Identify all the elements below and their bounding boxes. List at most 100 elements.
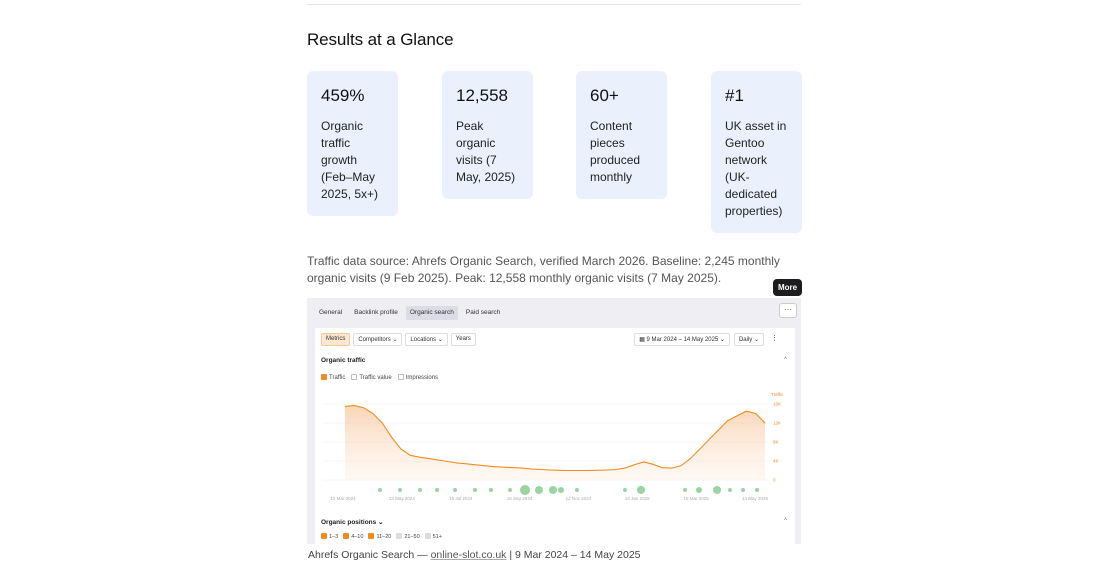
tab-organic-search[interactable]: Organic search xyxy=(405,306,458,320)
position-dot xyxy=(473,488,477,492)
organic-traffic-title: Organic traffic xyxy=(321,357,366,364)
traffic-chart: 16K 12K 8K 4K 0 Traffic 12 Mar 2024 13 May 2024… xyxy=(323,392,784,501)
checkbox-icon xyxy=(321,533,327,539)
position-dot xyxy=(418,488,422,492)
section-heading: Results at a Glance xyxy=(307,30,454,49)
organic-panel: Metrics Competitors ⌄ Locations ⌄ Years … xyxy=(315,328,795,544)
position-4-10[interactable]: 4–10 xyxy=(343,533,363,540)
position-dot xyxy=(508,488,512,492)
stat-value: 60+ xyxy=(590,86,619,105)
position-dot xyxy=(623,488,627,492)
position-label: 21–50 xyxy=(404,534,420,540)
interval-dropdown[interactable]: Daily ⌄ xyxy=(733,333,764,346)
stat-card-content: 60+ Content pieces produced monthly xyxy=(576,71,667,199)
position-dot xyxy=(741,488,745,492)
collapse-icon[interactable]: ^ xyxy=(784,518,787,524)
checkbox-icon xyxy=(424,533,431,539)
traffic-legend: Traffic Traffic value Impressions xyxy=(321,374,438,381)
y-tick-label: 12K xyxy=(773,421,781,426)
position-dot xyxy=(398,488,402,492)
position-dot xyxy=(489,488,493,492)
position-51-plus[interactable]: 51+ xyxy=(424,533,442,540)
legend-impressions[interactable]: Impressions xyxy=(397,374,438,381)
locations-dropdown[interactable]: Locations ⌄ xyxy=(405,333,448,346)
ahrefs-screenshot: General Backlink profile Organic search … xyxy=(307,298,801,544)
tab-general[interactable]: General xyxy=(319,309,343,316)
position-dot xyxy=(558,487,564,493)
position-21-50[interactable]: 21–50 xyxy=(396,533,420,540)
stat-label: Content pieces produced monthly xyxy=(590,119,641,184)
legend-traffic[interactable]: Traffic xyxy=(321,374,345,381)
site-link[interactable]: online-slot.co.uk xyxy=(430,549,507,561)
stat-label: Peak organic visits (7 May, 2025) xyxy=(456,119,516,184)
legend-label: Traffic xyxy=(329,375,346,381)
stat-value: 459% xyxy=(321,86,365,105)
metrics-chip[interactable]: Metrics xyxy=(321,333,351,346)
position-dot xyxy=(755,488,759,492)
stat-label: UK asset in Gentoo network (UK-dedicated… xyxy=(725,119,787,218)
traffic-source-note: Traffic data source: Ahrefs Organic Sear… xyxy=(307,254,780,285)
y-tick-label: 0 xyxy=(773,478,776,483)
years-chip[interactable]: Years xyxy=(450,333,476,346)
position-dot xyxy=(549,486,557,494)
x-tick-label: 12 Nov 2024 xyxy=(566,496,592,501)
y-tick-label: 16K xyxy=(773,402,781,407)
more-button[interactable]: ··· xyxy=(779,303,797,318)
y-tick-label: 8K xyxy=(773,440,779,445)
chart-toolbar-right: ▦ 9 Mar 2024 – 14 May 2025 ⌄ Daily ⌄ ⋮ xyxy=(634,333,781,346)
x-tick-label: 18 Mar 2025 xyxy=(684,496,710,501)
competitors-dropdown[interactable]: Competitors ⌄ xyxy=(353,333,403,346)
position-label: 51+ xyxy=(432,534,442,540)
position-dot xyxy=(683,488,687,492)
position-dot xyxy=(378,488,382,492)
checkbox-icon xyxy=(396,533,403,539)
position-dot xyxy=(520,485,530,495)
x-tick-label: 12 Jan 2025 xyxy=(625,496,650,501)
position-dot xyxy=(435,488,439,492)
organic-positions-title[interactable]: Organic positions ⌄ xyxy=(321,519,384,526)
position-label: 11–20 xyxy=(376,534,392,540)
position-dot xyxy=(728,488,732,492)
x-tick-label: 12 Mar 2024 xyxy=(330,496,356,501)
kebab-icon[interactable]: ⋮ xyxy=(771,335,778,342)
stat-card-peak: 12,558 Peak organic visits (7 May, 2025) xyxy=(442,71,533,199)
stat-label: Organic traffic growth (Feb–May 2025, 5x… xyxy=(321,119,379,201)
y-axis-label: Traffic xyxy=(771,392,784,397)
collapse-icon[interactable]: ^ xyxy=(784,357,787,363)
position-1-3[interactable]: 1–3 xyxy=(321,533,338,540)
position-dot xyxy=(453,488,457,492)
traffic-line xyxy=(344,404,766,472)
position-dot xyxy=(535,486,543,494)
stat-card-rank: #1 UK asset in Gentoo network (UK-dedica… xyxy=(711,71,802,233)
legend-traffic-value[interactable]: Traffic value xyxy=(351,374,392,381)
x-tick-label: 14 May 2025 xyxy=(742,496,769,501)
position-dot xyxy=(713,486,721,494)
legend-label: Traffic value xyxy=(359,375,392,381)
more-tooltip: More xyxy=(773,279,803,296)
position-label: 1–3 xyxy=(329,534,339,540)
top-divider xyxy=(307,4,801,5)
screenshot-caption: Ahrefs Organic Search — online-slot.co.u… xyxy=(308,549,641,561)
chart-toolbar: Metrics Competitors ⌄ Locations ⌄ Years xyxy=(321,333,476,346)
checkbox-icon xyxy=(368,533,375,539)
caption-prefix: Ahrefs Organic Search — xyxy=(308,549,431,561)
position-label: 4–10 xyxy=(351,534,364,540)
checkbox-icon xyxy=(397,374,404,380)
screenshot-tabs: General Backlink profile Organic search … xyxy=(315,306,504,320)
tab-paid-search[interactable]: Paid search xyxy=(465,309,501,316)
tab-backlink-profile[interactable]: Backlink profile xyxy=(354,309,398,316)
stat-value: 12,558 xyxy=(456,86,508,105)
position-dot xyxy=(637,486,645,494)
position-11-20[interactable]: 11–20 xyxy=(368,533,391,540)
checkbox-icon xyxy=(351,374,358,380)
x-tick-label: 13 May 2024 xyxy=(389,496,416,501)
date-range-picker[interactable]: ▦ 9 Mar 2024 – 14 May 2025 ⌄ xyxy=(634,333,730,346)
positions-legend: 1–3 4–10 11–20 21–50 51+ xyxy=(321,533,442,540)
position-dot xyxy=(575,488,579,492)
checkbox-icon xyxy=(343,533,350,539)
stat-value: #1 xyxy=(725,86,744,105)
traffic-area xyxy=(345,405,765,480)
checkbox-icon xyxy=(321,374,327,380)
y-tick-label: 4K xyxy=(773,459,779,464)
x-tick-label: 16 Sep 2024 xyxy=(507,496,533,501)
